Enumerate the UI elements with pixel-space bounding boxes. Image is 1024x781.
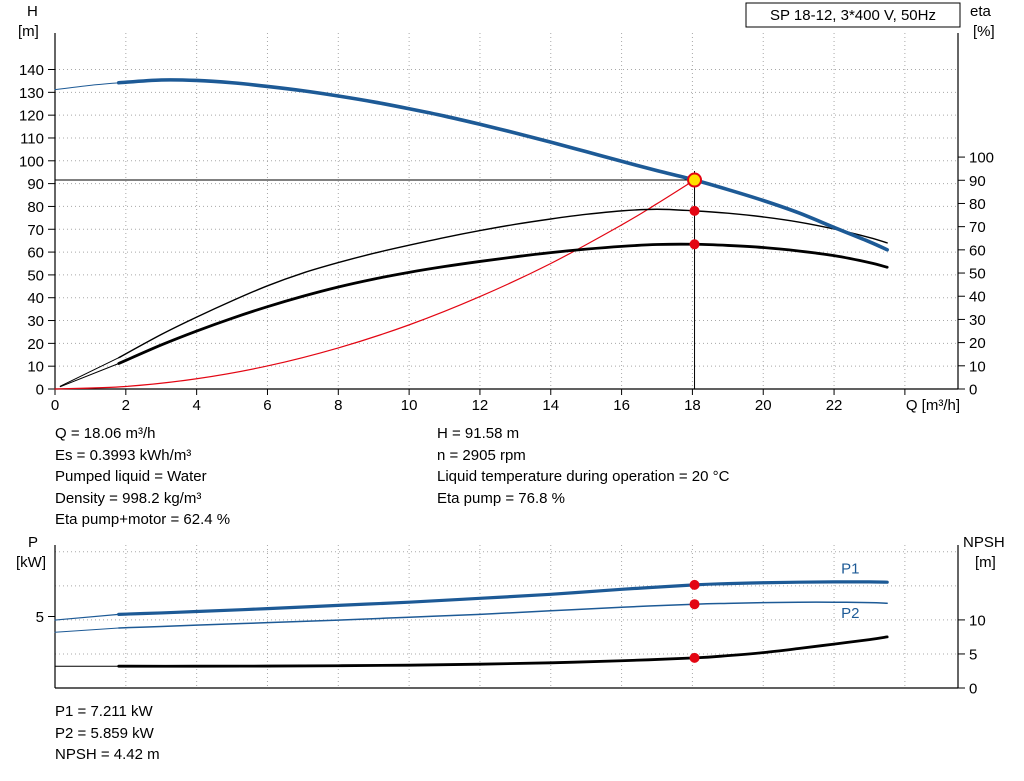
x-tick-label: 18 xyxy=(684,397,701,414)
series-label-p2: P2 xyxy=(841,605,859,622)
p1-point xyxy=(689,579,700,590)
y-left-tick-label: 110 xyxy=(20,130,44,147)
chart-title-box xyxy=(745,2,961,28)
y-left-tick-label: 70 xyxy=(27,222,44,239)
pump-curve-min-flow xyxy=(54,82,120,91)
y-left-tick-label: 90 xyxy=(27,176,44,193)
y-right-tick-label: 0 xyxy=(969,681,977,698)
y-left-tick-label: 120 xyxy=(19,108,44,125)
y-right-tick-label: 70 xyxy=(969,219,986,236)
result-line-p1: P1 = 7.211 kW xyxy=(55,703,153,720)
eta-pump-curve xyxy=(118,208,888,359)
npsh-axis-unit: [m] xyxy=(975,554,996,571)
y-left-tick-label: 30 xyxy=(27,313,44,330)
info-line-density: Density = 998.2 kg/m³ xyxy=(55,489,202,507)
y-right-tick-label: 90 xyxy=(969,173,986,190)
y-left-tick-label: 0 xyxy=(36,382,44,399)
info-line-q: Q = 18.06 m³/h xyxy=(55,425,156,442)
p-axis-name: P xyxy=(28,534,39,551)
power-npsh-results: P1 = 7.211 kW P2 = 5.859 kW NPSH = 4.42 … xyxy=(55,701,160,766)
y-left-tick-label: 100 xyxy=(19,153,44,170)
info-line-eta-pm: Eta pump+motor = 62.4 % xyxy=(55,511,231,528)
npsh-axis-name: NPSH xyxy=(963,534,1005,551)
info-line-h: H = 91.58 m xyxy=(437,425,520,442)
x-axis-unit-label: Q [m³/h] xyxy=(906,397,960,414)
y-right-tick-label: 5 xyxy=(969,646,977,663)
eta-axis-name: eta xyxy=(970,3,991,20)
y-right-tick-label: 40 xyxy=(969,289,986,306)
y-right-tick-label: 30 xyxy=(969,312,986,329)
h-axis-unit: [m] xyxy=(18,23,39,40)
x-tick-label: 22 xyxy=(826,397,843,414)
x-tick-label: 20 xyxy=(755,397,772,414)
p1-curve xyxy=(117,580,889,616)
y-left-tick-label: 60 xyxy=(27,245,44,262)
y-left-tick-label: 10 xyxy=(27,359,44,376)
y-right-tick-label: 60 xyxy=(969,242,986,259)
y-right-tick-label: 100 xyxy=(969,150,994,167)
npsh-curve xyxy=(117,635,889,668)
x-tick-label: 14 xyxy=(542,397,559,414)
x-tick-label: 2 xyxy=(122,397,130,414)
result-line-p2: P2 = 5.859 kW xyxy=(55,724,154,742)
system-curve xyxy=(54,179,696,390)
info-line-n: n = 2905 rpm xyxy=(437,446,526,464)
eta-pump-motor-point xyxy=(689,239,700,250)
y-left-tick-label: 130 xyxy=(19,85,44,102)
h-axis-name: H xyxy=(27,3,38,20)
y-right-tick-label: 50 xyxy=(969,266,986,283)
x-tick-label: 6 xyxy=(263,397,271,414)
eta-pump-min-flow xyxy=(59,357,120,387)
y-right-tick-label: 10 xyxy=(969,358,986,375)
p2-point xyxy=(689,599,700,610)
y-left-tick-label: 80 xyxy=(27,199,44,216)
x-tick-label: 12 xyxy=(472,397,489,414)
operating-point-info-left: Q = 18.06 m³/h Es = 0.3993 kWh/m³ Pumped… xyxy=(55,423,230,531)
y-right-tick-label: 10 xyxy=(969,612,986,629)
p2-min-flow xyxy=(54,627,120,633)
info-line-es: Es = 0.3993 kWh/m³ xyxy=(55,446,192,464)
y-left-tick-label: 140 xyxy=(19,62,44,79)
y-left-tick-label: 40 xyxy=(27,290,44,307)
p2-curve xyxy=(117,601,888,629)
x-tick-label: 10 xyxy=(401,397,418,414)
eta-pump-motor-min-flow xyxy=(59,362,120,388)
series-label-p1: P1 xyxy=(841,561,859,578)
p-axis-unit: [kW] xyxy=(16,554,46,571)
result-line-npsh: NPSH = 4.42 m xyxy=(55,746,160,763)
x-tick-label: 0 xyxy=(51,397,59,414)
x-tick-label: 16 xyxy=(613,397,630,414)
info-line-liquid: Pumped liquid = Water xyxy=(55,468,207,485)
chart-title: SP 18-12, 3*400 V, 50Hz xyxy=(770,7,936,24)
y-right-tick-label: 0 xyxy=(969,382,977,399)
duty-point-marker xyxy=(687,172,703,188)
info-line-temp: Liquid temperature during operation = 20… xyxy=(437,468,730,485)
y-right-tick-label: 80 xyxy=(969,196,986,213)
eta-pump-motor-curve xyxy=(117,242,889,365)
x-tick-label: 4 xyxy=(192,397,200,414)
y-left-tick-label: 20 xyxy=(27,336,44,353)
y-left-tick-label: 50 xyxy=(27,267,44,284)
info-line-eta-pump: Eta pump = 76.8 % xyxy=(437,489,565,507)
x-tick-label: 8 xyxy=(334,397,342,414)
npsh-point xyxy=(689,652,700,663)
y-right-tick-label: 20 xyxy=(969,335,986,352)
y-left-tick-label: 5 xyxy=(36,609,44,626)
p1-min-flow xyxy=(54,613,120,621)
pump-curve xyxy=(116,78,889,252)
eta-axis-unit: [%] xyxy=(973,23,995,40)
eta-pump-point xyxy=(689,205,700,216)
operating-point-info-right: H = 91.58 m n = 2905 rpm Liquid temperat… xyxy=(437,423,729,509)
